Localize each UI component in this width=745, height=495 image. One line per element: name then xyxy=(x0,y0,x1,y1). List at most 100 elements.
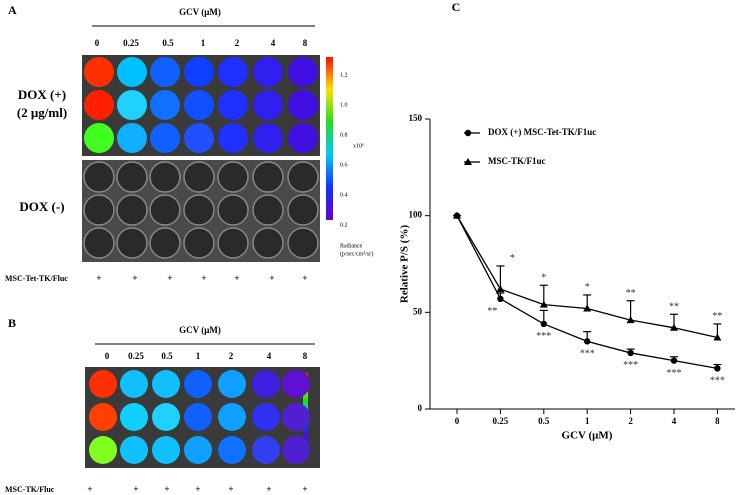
plus-marker: + xyxy=(132,273,137,283)
well xyxy=(183,227,215,259)
colorbar-tick: 1.0 xyxy=(340,102,348,108)
well xyxy=(253,90,283,120)
significance: ** xyxy=(712,311,722,322)
well xyxy=(288,123,318,153)
plus-marker: + xyxy=(234,273,239,283)
legend-marker xyxy=(464,129,472,137)
significance: * xyxy=(541,273,546,284)
well xyxy=(218,436,246,464)
data-point xyxy=(497,295,504,302)
well xyxy=(116,161,148,193)
well xyxy=(282,370,310,398)
y-tick-label: 0 xyxy=(418,403,423,413)
data-point xyxy=(584,338,591,345)
well xyxy=(149,227,181,259)
well xyxy=(288,90,318,120)
concentration: 2 xyxy=(235,38,240,48)
legend-label: MSC-TK/F1uc xyxy=(488,156,546,166)
x-tick-label: 8 xyxy=(715,416,720,426)
significance: ** xyxy=(487,306,497,317)
well xyxy=(252,403,280,431)
well xyxy=(149,161,181,193)
colorbar-tick: 0.2 xyxy=(340,222,348,228)
plus-marker: + xyxy=(96,273,101,283)
x-tick-label: 1 xyxy=(585,416,590,426)
colorbar-tick: 0.8 xyxy=(340,132,348,138)
y-tick-label: 150 xyxy=(409,113,423,123)
concentration: 1 xyxy=(196,351,201,361)
well xyxy=(117,57,147,87)
x-axis-label: GCV (μM) xyxy=(562,430,613,442)
row-label: DOX (+) xyxy=(18,87,66,102)
cell-line: MSC-TK/Fluc xyxy=(5,485,55,494)
well xyxy=(218,403,246,431)
plus-marker: + xyxy=(302,273,307,283)
well xyxy=(184,123,214,153)
well xyxy=(183,161,215,193)
significance: ** xyxy=(669,302,679,313)
data-point xyxy=(714,365,721,372)
well xyxy=(184,436,212,464)
well xyxy=(116,194,148,226)
well xyxy=(83,194,115,226)
concentration: 4 xyxy=(267,351,272,361)
cell-line: MSC-Tet-TK/Fluc xyxy=(5,274,68,283)
well xyxy=(282,436,310,464)
row-label: (2 μg/ml) xyxy=(17,105,67,120)
significance: *** xyxy=(710,376,725,387)
significance: * xyxy=(510,253,515,264)
row-label: DOX (-) xyxy=(19,199,64,214)
colorbar-exponent: x10⁶ xyxy=(353,143,364,149)
well xyxy=(83,161,115,193)
well xyxy=(152,436,180,464)
well xyxy=(150,57,180,87)
well xyxy=(120,370,148,398)
data-point xyxy=(627,349,634,357)
well xyxy=(183,194,215,226)
colorbar-tick: 0.6 xyxy=(340,162,348,168)
concentration: 2 xyxy=(229,351,234,361)
x-tick-label: 0.5 xyxy=(538,416,550,426)
concentration: 0.5 xyxy=(161,351,173,361)
well xyxy=(84,90,114,120)
significance: ** xyxy=(626,288,636,299)
x-tick-label: 2 xyxy=(628,416,633,426)
concentration: 8 xyxy=(303,351,308,361)
well xyxy=(218,90,248,120)
well xyxy=(150,123,180,153)
x-tick-label: 0.25 xyxy=(493,416,509,426)
panel-header: GCV (μM) xyxy=(179,7,221,17)
well xyxy=(253,57,283,87)
well xyxy=(282,403,310,431)
well xyxy=(288,57,318,87)
well xyxy=(120,436,148,464)
y-tick-label: 100 xyxy=(409,210,423,220)
panel-letter: A xyxy=(8,3,17,17)
colorbar xyxy=(326,57,333,220)
concentration: 0.5 xyxy=(162,38,174,48)
well xyxy=(83,227,115,259)
plus-marker: + xyxy=(87,484,92,494)
plus-marker: + xyxy=(302,484,307,494)
legend-label: DOX (+) MSC-Tet-TK/F1uc xyxy=(488,127,596,137)
data-point xyxy=(539,300,548,308)
significance: *** xyxy=(580,349,595,360)
well xyxy=(184,403,212,431)
well xyxy=(184,370,212,398)
well xyxy=(287,161,319,193)
well xyxy=(184,90,214,120)
colorbar-tick: 0.4 xyxy=(340,192,348,198)
colorbar-tick: 1.2 xyxy=(340,72,348,78)
panel-letter: C xyxy=(452,0,461,14)
concentration: 0 xyxy=(105,351,110,361)
well xyxy=(84,123,114,153)
data-point xyxy=(583,304,592,312)
well xyxy=(217,194,249,226)
well xyxy=(252,194,284,226)
panel-letter: B xyxy=(8,316,16,330)
well xyxy=(252,161,284,193)
data-point xyxy=(670,323,678,331)
well xyxy=(218,123,248,153)
well xyxy=(217,161,249,193)
